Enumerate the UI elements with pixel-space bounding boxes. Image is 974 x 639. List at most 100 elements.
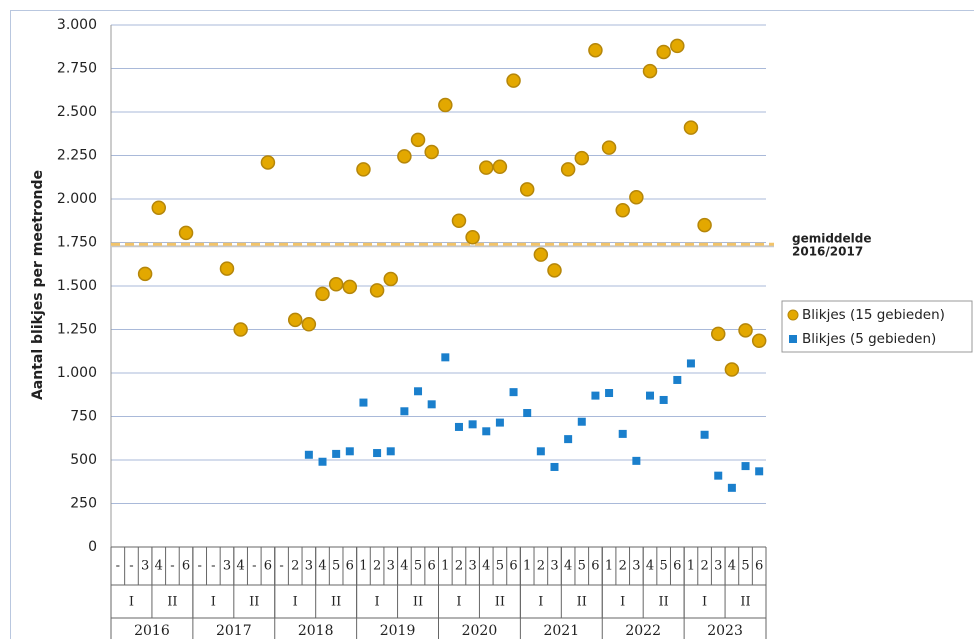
point [629,190,644,205]
legend-marker [787,309,799,321]
x-tick-label: 3 [141,559,149,574]
x-tick-label: 6 [755,559,763,574]
x-tick-label: 2 [537,559,545,574]
x-tick-label: 1 [359,559,367,574]
point [332,449,341,458]
year-label: 2023 [707,623,743,639]
frame [10,10,974,639]
point [383,271,398,287]
point [304,450,313,459]
legend-marker [789,335,797,343]
point [424,144,439,160]
point [618,429,627,438]
year-label: 2017 [216,623,252,639]
half-label: II [577,595,587,610]
point [601,140,617,155]
point [686,359,695,368]
half-label: II [249,595,259,610]
x-tick-label: - [129,559,133,574]
point [492,159,508,175]
point [673,375,682,384]
point [400,407,409,416]
reference-label: gemiddelde [792,232,872,246]
x-tick-label: 2 [291,559,299,574]
x-tick-label: 3 [632,559,640,574]
x-tick-label: 4 [728,559,736,574]
year-label: 2020 [462,623,498,639]
x-tick-label: 4 [236,559,244,574]
x-tick-label: 6 [346,559,354,574]
point [714,471,723,480]
x-tick-label: 3 [468,559,476,574]
point [369,283,385,298]
x-tick-label: 3 [387,559,395,574]
half-label: I [375,595,380,610]
y-axis-title: Aantal blikjes per meetronde [30,170,46,400]
point [588,42,603,58]
year-label: 2016 [134,623,170,639]
y-tick-label: 3.000 [57,17,97,33]
x-tick-label: 1 [687,559,695,574]
half-label: I [538,595,543,610]
point [519,182,535,197]
x-tick-label: 4 [155,559,163,574]
point [137,266,153,282]
point [700,430,709,439]
x-tick-label: 5 [578,559,586,574]
x-tick-label: 4 [400,559,408,574]
x-tick-label: - [279,559,283,574]
point [479,160,494,175]
y-tick-label: 0 [88,539,97,555]
half-label: I [702,595,707,610]
y-tick-label: 1.000 [57,365,97,381]
legend-box [781,300,973,353]
point [615,203,630,218]
point [724,362,740,377]
x-tick-label: - [116,559,120,574]
point [454,422,463,431]
x-tick-label: 3 [305,559,313,574]
x-tick-label: - [170,559,174,574]
point [495,418,504,427]
x-tick-label: 5 [741,559,749,574]
point [410,132,426,148]
half-label: II [659,595,669,610]
x-tick-label: 4 [482,559,490,574]
point [451,213,467,228]
point [550,462,559,471]
x-tick-label: 6 [509,559,517,574]
point [536,447,545,456]
point [509,388,518,397]
point [591,391,600,400]
x-tick-label: 3 [223,559,231,574]
point [605,389,614,398]
x-tick-label: 1 [605,559,613,574]
point [727,483,736,492]
year-label: 2018 [298,623,334,639]
point [233,322,248,337]
point [356,162,371,177]
point [342,279,358,295]
y-tick-label: 750 [70,409,97,425]
point [315,286,330,302]
x-tick-label: 4 [564,559,572,574]
point [318,457,327,466]
legend-label: Blikjes (15 gebieden) [802,307,945,323]
half-label: I [211,595,216,610]
half-label: II [331,595,341,610]
point [670,38,685,54]
point [328,277,344,292]
x-tick-label: 1 [441,559,449,574]
point [710,326,726,342]
point [441,353,450,362]
point [642,63,658,79]
point [697,217,712,233]
x-tick-label: 5 [660,559,668,574]
point [345,447,354,456]
year-label: 2019 [380,623,416,639]
point [751,333,767,349]
point [560,162,576,177]
point [738,323,753,338]
point [438,97,453,113]
